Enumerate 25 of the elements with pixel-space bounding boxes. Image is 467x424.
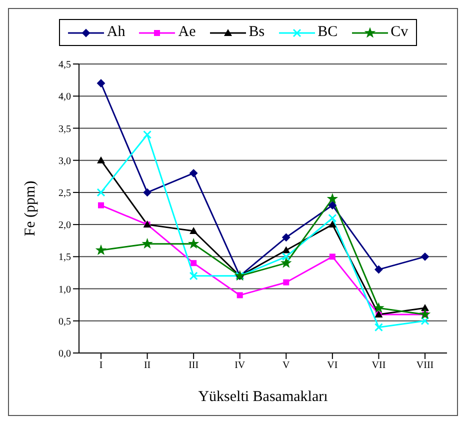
y-tick-label: 3,5 (58, 124, 71, 135)
legend-label: Bs (248, 24, 265, 41)
x-tick-label: II (144, 360, 151, 372)
y-tick-label: 4,5 (58, 60, 71, 71)
x-tick-label: VI (327, 360, 338, 372)
legend-label: Ae (178, 24, 196, 41)
legend-label: BC (318, 24, 338, 41)
y-tick-label: 1,5 (58, 252, 71, 264)
y-tick-label: 3,0 (58, 156, 71, 167)
x-tick-label: I (99, 360, 103, 372)
y-tick-label: 0,5 (58, 316, 71, 328)
x-axis-title: Yükselti Basamakları (198, 389, 328, 405)
x-tick-label: IV (234, 360, 246, 372)
x-tick-label: VIII (416, 360, 434, 372)
y-tick-label: 4,0 (58, 92, 71, 103)
y-tick-label: 1,0 (58, 284, 71, 296)
x-tick-label: III (188, 360, 199, 372)
y-tick-label: 2,5 (58, 188, 71, 199)
y-axis-title: Fe (ppm) (22, 180, 38, 236)
legend-label: Cv (390, 24, 408, 41)
y-tick-label: 2,0 (58, 220, 71, 232)
legend-label: Ah (106, 24, 126, 41)
x-tick-label: V (282, 360, 291, 372)
x-tick-label: VII (372, 360, 386, 372)
y-tick-label: 0,0 (58, 348, 71, 360)
